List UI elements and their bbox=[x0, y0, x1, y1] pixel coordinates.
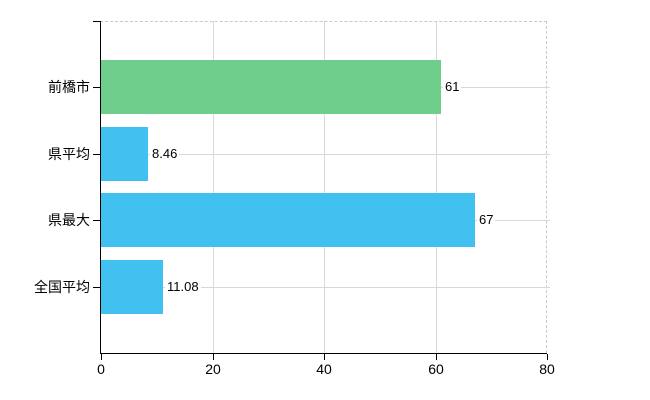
plot-right-border bbox=[546, 21, 547, 353]
y-axis-tick bbox=[93, 87, 100, 88]
y-axis-tick bbox=[93, 154, 100, 155]
x-axis-tick bbox=[213, 354, 214, 360]
bar bbox=[101, 127, 148, 181]
category-label: 全国平均 bbox=[34, 279, 90, 295]
category-gridline bbox=[101, 154, 550, 155]
x-tick-label: 60 bbox=[428, 361, 444, 377]
category-label: 前橋市 bbox=[48, 79, 90, 95]
bar-value-label: 11.08 bbox=[165, 279, 201, 295]
y-axis-tick bbox=[93, 21, 100, 22]
x-axis-tick bbox=[547, 354, 548, 360]
x-tick-label: 40 bbox=[316, 361, 332, 377]
bar-value-label: 67 bbox=[477, 212, 496, 228]
bar-value-label: 61 bbox=[443, 79, 462, 95]
bar bbox=[101, 193, 475, 247]
plot-top-border bbox=[100, 21, 547, 22]
y-axis-line bbox=[100, 21, 101, 353]
bar bbox=[101, 60, 441, 114]
y-axis-tick bbox=[93, 287, 100, 288]
bar-value-label: 8.46 bbox=[150, 146, 180, 162]
vertical-gridline bbox=[435, 21, 437, 353]
category-label: 県最大 bbox=[48, 212, 90, 228]
x-axis-tick bbox=[324, 354, 325, 360]
x-axis-tick bbox=[101, 354, 102, 360]
category-label: 県平均 bbox=[48, 146, 90, 162]
vertical-gridline bbox=[324, 21, 325, 353]
x-axis-tick bbox=[436, 354, 437, 360]
x-axis-line bbox=[100, 353, 547, 354]
y-axis-tick bbox=[93, 220, 100, 221]
category-gridline bbox=[101, 287, 550, 288]
x-tick-label: 20 bbox=[205, 361, 221, 377]
bar bbox=[101, 260, 163, 314]
x-tick-label: 0 bbox=[97, 361, 105, 377]
vertical-gridline bbox=[212, 21, 214, 353]
x-tick-label: 80 bbox=[539, 361, 555, 377]
